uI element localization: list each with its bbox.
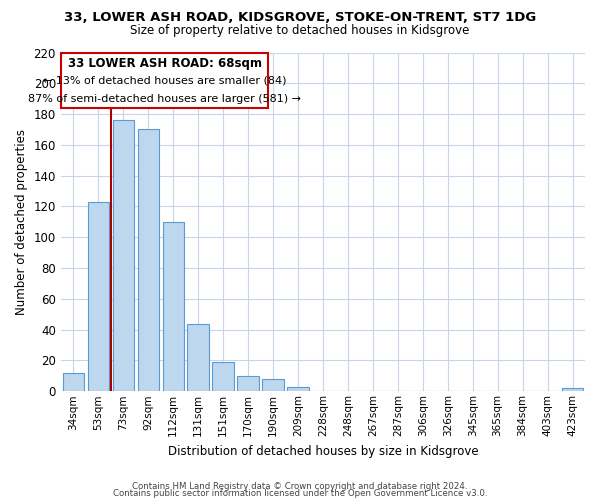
Bar (238, 376, 259, 392)
Bar (212, 362, 233, 392)
Bar (163, 222, 184, 392)
Text: 33, LOWER ASH ROAD, KIDSGROVE, STOKE-ON-TRENT, ST7 1DG: 33, LOWER ASH ROAD, KIDSGROVE, STOKE-ON-… (64, 11, 536, 24)
FancyBboxPatch shape (61, 52, 268, 108)
Bar (88, 202, 109, 392)
Text: Contains public sector information licensed under the Open Government Licence v3: Contains public sector information licen… (113, 488, 487, 498)
X-axis label: Distribution of detached houses by size in Kidsgrove: Distribution of detached houses by size … (167, 444, 478, 458)
Bar (287, 386, 308, 392)
Text: 33 LOWER ASH ROAD: 68sqm: 33 LOWER ASH ROAD: 68sqm (68, 57, 262, 70)
Text: ← 13% of detached houses are smaller (84): ← 13% of detached houses are smaller (84… (43, 76, 286, 86)
Bar (562, 388, 583, 392)
Bar (187, 324, 209, 392)
Bar (62, 373, 84, 392)
Y-axis label: Number of detached properties: Number of detached properties (15, 129, 28, 315)
Text: 87% of semi-detached houses are larger (581) →: 87% of semi-detached houses are larger (… (28, 94, 301, 104)
Bar (113, 120, 134, 392)
Bar (262, 379, 284, 392)
Bar (137, 130, 159, 392)
Text: Size of property relative to detached houses in Kidsgrove: Size of property relative to detached ho… (130, 24, 470, 37)
Text: Contains HM Land Registry data © Crown copyright and database right 2024.: Contains HM Land Registry data © Crown c… (132, 482, 468, 491)
